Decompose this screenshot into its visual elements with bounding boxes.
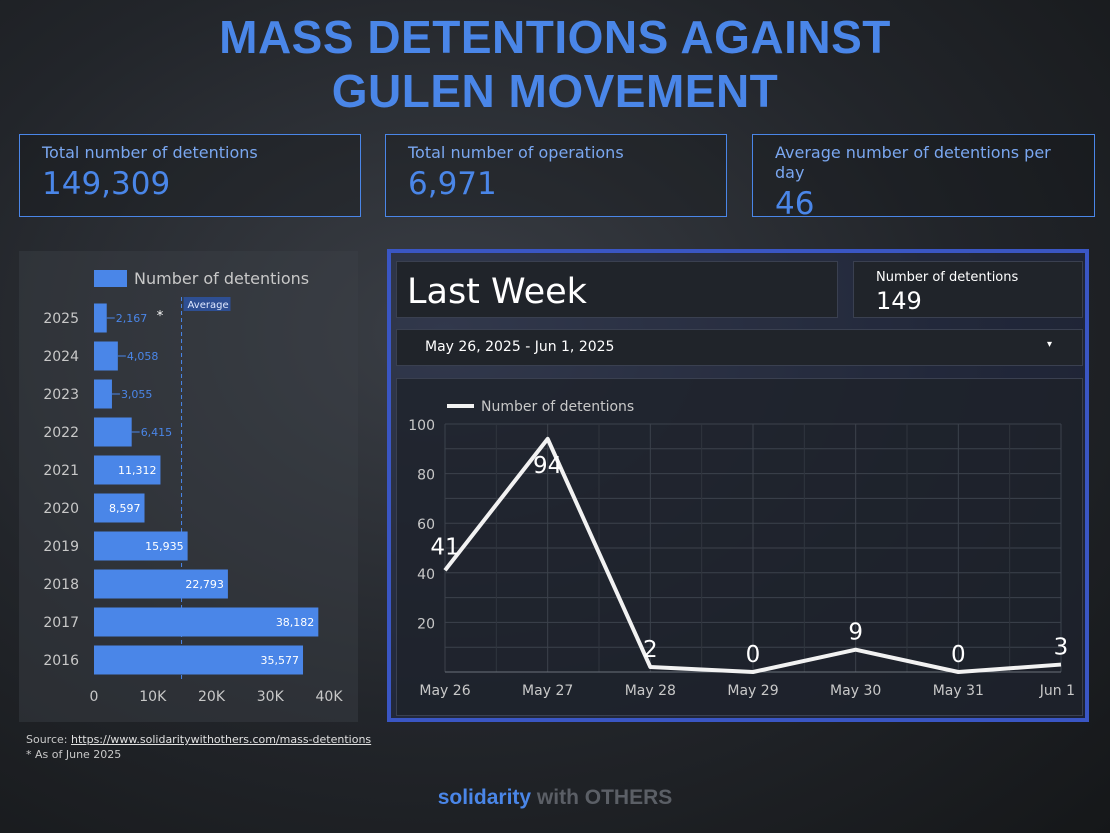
brand-part-1: solidarity [437,786,532,809]
y-tick-label: 20 [417,616,435,632]
bar-asterisk: * [157,309,164,324]
x-tick-label: 10K [139,689,167,705]
yearly-bar-chart: Number of detentions Average 2025 2,167 * 202… [43,269,344,705]
bar-category-label: 2016 [43,653,79,669]
bar-value-label: 11,312 [118,464,157,477]
bar-category-label: 2025 [43,311,79,327]
bar [94,303,107,333]
last-week-panel: Last Week Number of detentions 149 May 2… [387,249,1089,722]
last-week-kpi-card: Number of detentions 149 [853,261,1083,318]
bar [94,417,132,447]
line-legend-label: Number of detentions [481,399,634,415]
bar-category-label: 2019 [43,539,79,555]
x-tick-label: 20K [198,689,226,705]
date-range-value: May 26, 2025 - Jun 1, 2025 [425,339,615,355]
x-tick-label: 0 [90,689,99,705]
bar [94,341,118,371]
y-tick-label: 60 [417,517,435,533]
data-label: 9 [848,620,863,646]
bar [94,493,145,523]
data-label: 0 [951,642,966,668]
bar-category-label: 2020 [43,501,79,517]
kpi-average-per-day: Average number of detentions per day 46 [752,134,1095,222]
kpi-total-operations: Total number of operations 6,971 [385,134,727,217]
source-prefix: Source: [26,733,71,746]
bar [94,607,319,637]
bar-category-label: 2018 [43,577,79,593]
title-line-2: GULEN MOVEMENT [331,65,779,117]
bar-value-label: 22,793 [185,578,224,591]
x-tick-label: May 30 [830,683,881,699]
y-tick-label: 100 [408,418,435,434]
bar-category-label: 2021 [43,463,79,479]
bar-value-label: 8,597 [109,502,141,515]
as-of-note: * As of June 2025 [26,748,122,761]
kpi-label: Average number of detentions per day [775,143,1051,182]
kpi-label: Total number of operations [408,143,624,162]
caret-down-icon[interactable]: ▾ [1046,339,1052,350]
data-label: 0 [746,642,761,668]
bar [94,455,161,485]
last-week-title-card: Last Week [396,261,838,318]
x-tick-label: May 31 [933,683,984,699]
daily-line-chart-panel: Number of detentions 20 40 60 80 100 May 26 May… [396,378,1083,716]
average-label: Average [188,300,229,311]
x-tick-label: May 26 [419,683,470,699]
bar-value-label: 15,935 [145,540,184,553]
data-label: 94 [533,453,562,479]
kpi-value: 6,971 [408,166,497,202]
kpi-value: 149,309 [42,166,171,202]
bar [94,531,188,561]
kpi-total-detentions: Total number of detentions 149,309 [19,134,361,217]
source-link[interactable]: https://www.solidaritywithothers.com/mas… [70,733,372,746]
yearly-bar-chart-panel: Number of detentions Average 2025 2,167 * 202… [19,251,358,722]
legend-swatch [94,270,127,287]
kpi-label: Total number of detentions [42,143,258,162]
average-label-bg [183,297,231,311]
x-tick-label: May 28 [625,683,676,699]
y-tick-label: 40 [417,567,435,583]
bar-category-label: 2023 [43,387,79,403]
legend-label: Number of detentions [134,269,309,288]
y-tick-label: 80 [417,468,435,484]
x-tick-label: Jun 1 [1039,683,1075,699]
bar-value-label: 38,182 [276,616,315,629]
x-tick-label: May 27 [522,683,573,699]
bar-category-label: 2022 [43,425,79,441]
title-line-1: MASS DETENTIONS AGAINST [219,11,891,63]
date-range-selector[interactable]: May 26, 2025 - Jun 1, 2025 ▾ [396,329,1083,366]
bar [94,569,228,599]
x-tick-label: May 29 [727,683,778,699]
data-label: 41 [430,534,459,560]
last-week-kpi-label: Number of detentions [876,270,1019,285]
bar-value-label: 3,055 [121,388,152,401]
kpi-value: 46 [775,186,815,222]
bar-category-label: 2017 [43,615,79,631]
page-title: MASS DETENTIONS AGAINST GULEN MOVEMENT [0,10,1110,118]
source-note: Source: https://www.solidaritywithothers… [26,732,371,762]
last-week-title: Last Week [407,272,587,312]
bar-value-label: 4,058 [127,350,159,363]
data-label: 3 [1054,635,1069,661]
bar-value-label: 6,415 [141,426,173,439]
brand-logo: solidarity with OTHERS [0,786,1110,810]
last-week-kpi-value: 149 [876,287,922,315]
x-tick-label: 40K [316,689,344,705]
brand-part-2: with OTHERS [531,786,673,809]
bar-value-label: 35,577 [261,654,300,667]
bar [94,379,112,409]
bar [94,645,304,675]
bar-category-label: 2024 [43,349,79,365]
x-tick-label: 30K [257,689,285,705]
series-line [443,436,1062,674]
bar-value-label: 2,167 [116,312,148,325]
data-label: 2 [643,637,658,663]
